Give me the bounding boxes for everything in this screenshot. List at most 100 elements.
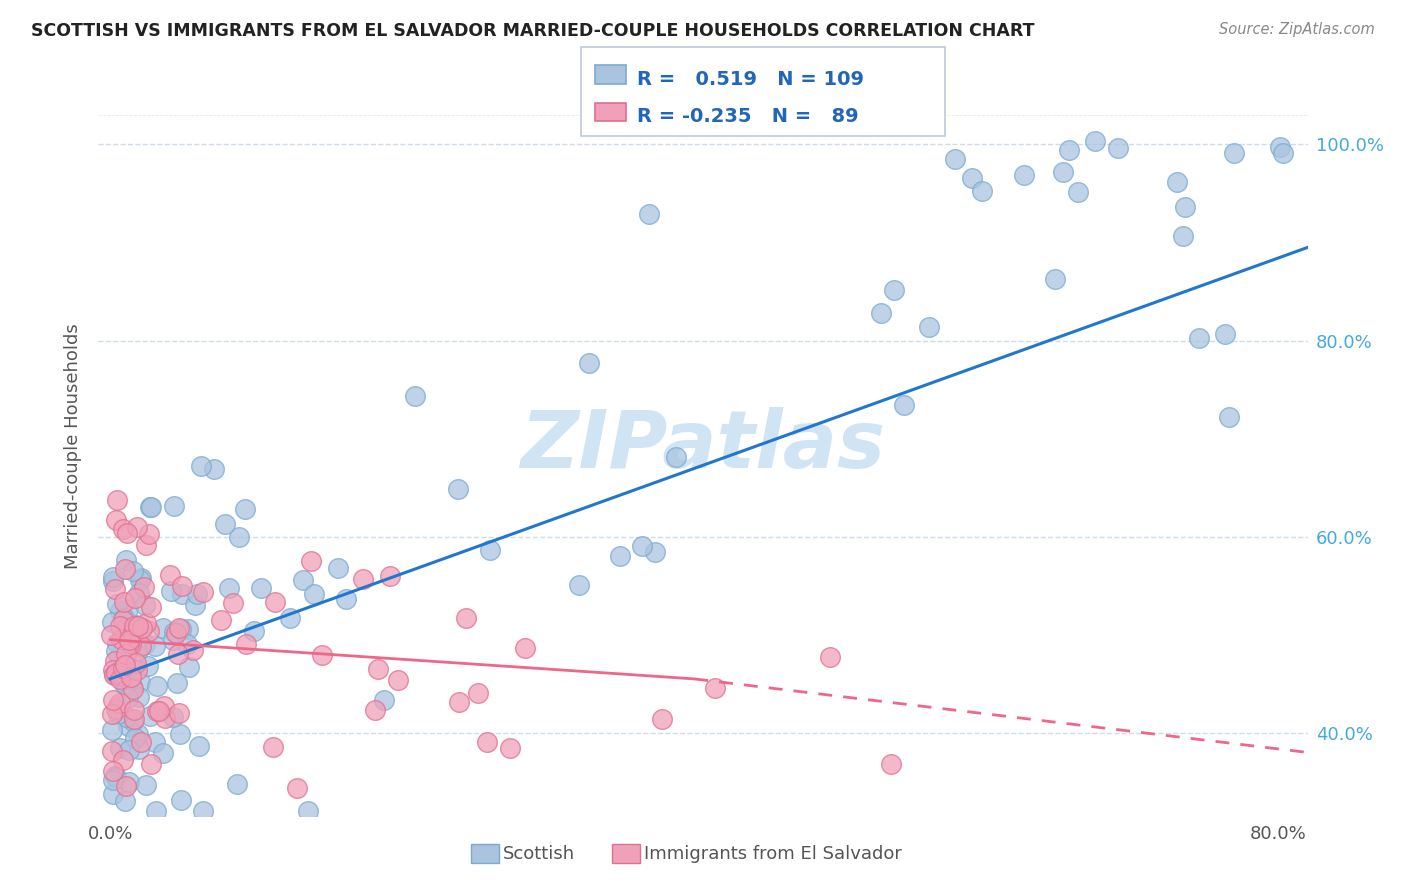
Point (970, 184, 993, 198)
Point (124, 731, 146, 746)
Point (335, 591, 357, 606)
Point (100, 744, 122, 758)
Point (145, 704, 167, 718)
Point (1213, 326, 1236, 341)
Point (100, 723, 122, 737)
Point (170, 587, 193, 601)
Point (118, 636, 141, 650)
Text: R =   0.519   N = 109: R = 0.519 N = 109 (637, 70, 863, 88)
Point (117, 691, 139, 706)
Point (108, 604, 131, 618)
Text: Immigrants from El Salvador: Immigrants from El Salvador (644, 845, 901, 863)
Point (292, 573, 315, 587)
Point (127, 619, 149, 633)
Point (101, 773, 124, 788)
Point (1174, 200, 1197, 214)
Point (105, 702, 128, 716)
Point (105, 598, 128, 612)
Point (479, 543, 502, 558)
Point (101, 764, 124, 779)
Point (122, 619, 145, 633)
Point (127, 726, 149, 740)
Point (880, 757, 903, 772)
Point (630, 539, 652, 553)
Point (190, 458, 212, 473)
Point (124, 712, 146, 726)
Point (917, 320, 939, 334)
Point (101, 615, 124, 629)
Point (1188, 331, 1211, 345)
Point (297, 805, 319, 819)
Text: ZIPatlas: ZIPatlas (520, 407, 886, 485)
Point (121, 679, 143, 693)
Point (104, 513, 127, 527)
Point (114, 561, 136, 575)
Point (122, 626, 145, 640)
Point (191, 805, 214, 819)
Point (145, 805, 167, 819)
Point (129, 573, 152, 587)
Point (221, 597, 243, 611)
Point (146, 679, 169, 693)
Point (869, 306, 891, 320)
Point (367, 662, 389, 676)
Text: Scottish: Scottish (503, 845, 575, 863)
Point (100, 706, 122, 721)
Point (1057, 143, 1080, 157)
Text: Source: ZipAtlas.com: Source: ZipAtlas.com (1219, 22, 1375, 37)
Point (122, 565, 145, 579)
Point (103, 668, 125, 682)
Point (263, 595, 285, 609)
Point (326, 561, 349, 575)
Point (115, 526, 138, 541)
Point (513, 640, 536, 655)
Point (1014, 168, 1036, 182)
Point (118, 775, 141, 789)
Text: R = -0.235   N =   89: R = -0.235 N = 89 (637, 107, 859, 126)
Point (103, 666, 125, 681)
Point (112, 676, 135, 690)
Point (152, 621, 174, 635)
Point (105, 644, 128, 658)
Point (1272, 146, 1295, 161)
Point (107, 699, 129, 714)
Point (1045, 272, 1067, 286)
Point (124, 591, 146, 605)
Point (456, 610, 478, 624)
Point (165, 625, 187, 640)
Point (214, 516, 236, 531)
Point (226, 777, 249, 791)
Point (193, 585, 215, 599)
Point (644, 544, 666, 558)
Point (1067, 186, 1090, 200)
Point (128, 690, 150, 705)
Point (128, 742, 150, 756)
Point (153, 711, 176, 725)
Point (152, 746, 174, 760)
Point (132, 581, 155, 595)
Point (163, 499, 186, 513)
Point (820, 650, 842, 665)
Point (943, 153, 966, 167)
Point (143, 639, 166, 653)
Point (108, 672, 131, 686)
Point (127, 520, 149, 534)
Point (114, 552, 136, 566)
Point (122, 714, 145, 729)
Point (135, 538, 157, 552)
Point (100, 628, 122, 642)
Point (114, 658, 136, 673)
Point (387, 673, 409, 687)
Point (129, 674, 152, 689)
Point (121, 682, 143, 697)
Point (249, 581, 271, 595)
Point (118, 630, 141, 644)
Point (112, 522, 135, 536)
Point (135, 778, 157, 792)
Point (112, 595, 135, 609)
Point (665, 450, 688, 464)
Point (235, 637, 257, 651)
Point (129, 639, 152, 653)
Point (120, 637, 142, 651)
Point (181, 642, 204, 657)
